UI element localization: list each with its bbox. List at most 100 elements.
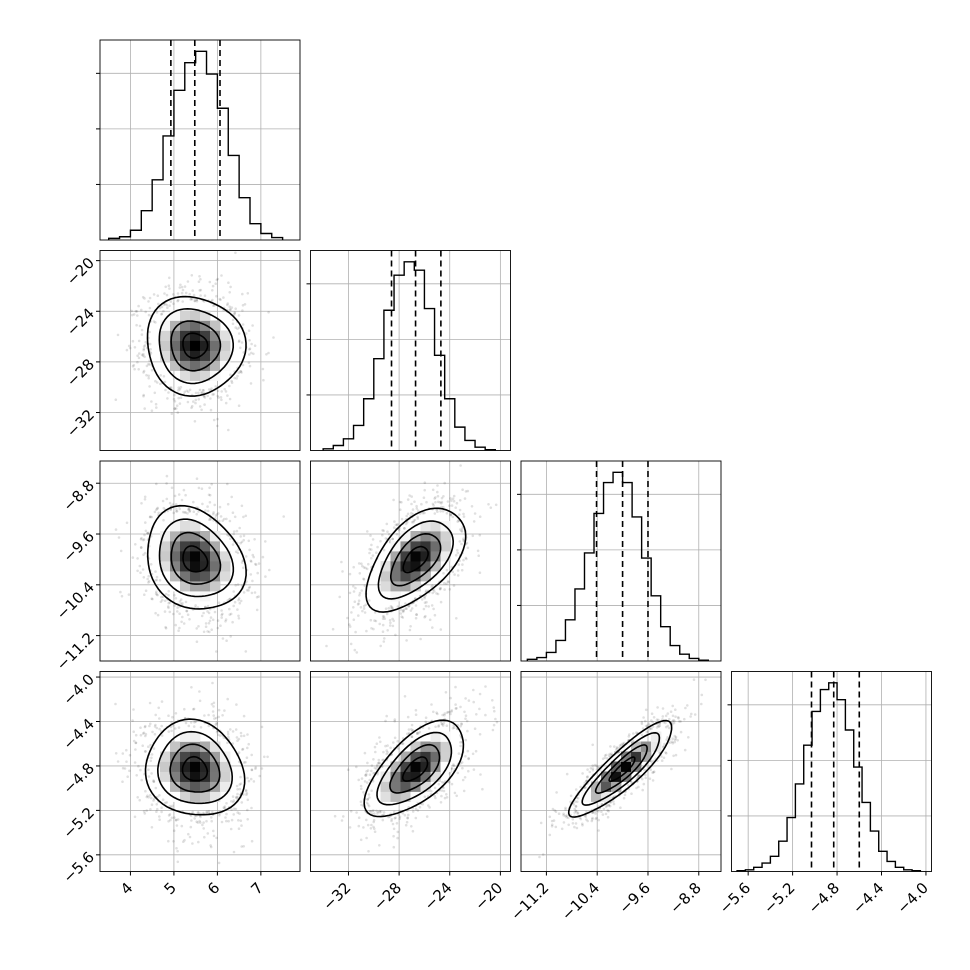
sample-point	[412, 519, 416, 522]
sample-point	[215, 722, 219, 726]
density-panel: −32−28−24−20	[310, 671, 511, 914]
histogram-panel: −5.6 −5.2 −4.8 −4.4 −4.0	[716, 671, 932, 917]
sample-point	[168, 287, 171, 290]
density-contour	[363, 719, 465, 818]
sample-point	[193, 299, 197, 303]
density-cell	[390, 541, 401, 552]
sample-point	[407, 731, 411, 735]
sample-point	[261, 555, 265, 559]
sample-point	[155, 311, 159, 314]
sample-point	[407, 813, 410, 817]
sample-point	[550, 825, 554, 828]
sample-point	[214, 716, 218, 720]
sample-point	[689, 715, 692, 718]
sample-point	[235, 377, 238, 380]
sample-point	[440, 789, 444, 792]
density-cell	[190, 310, 201, 321]
sample-point	[238, 326, 241, 329]
sample-point	[637, 774, 640, 777]
density-cell	[410, 581, 421, 592]
sample-point	[208, 493, 212, 497]
sample-point	[215, 836, 218, 840]
sample-point	[366, 769, 370, 772]
sample-point	[209, 845, 213, 849]
sample-point	[376, 810, 380, 814]
sample-point	[363, 751, 367, 755]
sample-point	[478, 571, 482, 574]
sample-point	[362, 607, 366, 610]
density-cell	[210, 761, 221, 772]
sample-point	[618, 744, 622, 747]
sample-point	[240, 341, 244, 344]
sample-point	[400, 501, 403, 504]
sample-point	[236, 583, 240, 586]
sample-point	[214, 385, 217, 388]
sample-point	[162, 518, 165, 522]
sample-point	[260, 725, 264, 729]
sample-point	[581, 822, 584, 826]
sample-point	[149, 563, 153, 566]
density-cell	[210, 571, 221, 582]
sample-point	[372, 809, 375, 812]
sample-point	[154, 592, 158, 595]
density-cell	[400, 581, 411, 592]
sample-point	[462, 789, 466, 793]
sample-point	[157, 302, 160, 306]
sample-point	[365, 818, 368, 822]
sample-point	[364, 774, 368, 777]
sample-point	[242, 538, 245, 542]
sample-point	[201, 823, 204, 827]
density-cell	[390, 781, 401, 792]
sample-point	[464, 556, 468, 560]
sample-point	[218, 734, 222, 737]
sample-point	[409, 625, 412, 628]
sample-point	[152, 797, 156, 801]
sample-point	[137, 339, 141, 343]
sample-point	[216, 424, 219, 428]
density-cell	[200, 541, 211, 552]
sample-point	[248, 348, 251, 351]
sample-point	[137, 352, 141, 355]
sample-point	[230, 306, 234, 309]
sample-point	[619, 806, 622, 809]
sample-point	[453, 791, 457, 795]
sample-point	[574, 809, 578, 813]
sample-point	[403, 813, 407, 817]
sample-point	[241, 748, 244, 751]
density-cell	[430, 541, 441, 552]
sample-point	[198, 275, 201, 278]
density-cell	[611, 771, 622, 782]
sample-point	[586, 819, 589, 823]
sample-point	[212, 829, 215, 833]
sample-point	[197, 391, 200, 395]
sample-point	[650, 712, 654, 715]
sample-point	[360, 589, 364, 592]
sample-point	[452, 499, 456, 503]
sample-point	[186, 613, 190, 616]
sample-point	[161, 598, 164, 602]
sample-point	[381, 533, 384, 537]
density-contour	[158, 518, 235, 598]
sample-point	[390, 817, 394, 821]
sample-point	[202, 395, 206, 398]
sample-point	[607, 803, 610, 807]
sample-point	[251, 324, 254, 327]
density-contour	[144, 718, 246, 816]
sample-point	[464, 697, 467, 700]
sample-point	[548, 815, 552, 819]
sample-point	[652, 771, 655, 774]
sample-point	[475, 713, 478, 716]
sample-point	[163, 292, 166, 295]
sample-point	[411, 729, 414, 733]
sample-point	[241, 292, 244, 296]
sample-point	[215, 278, 219, 282]
sample-point	[367, 850, 370, 853]
sample-point	[214, 723, 217, 726]
sample-point	[391, 537, 395, 541]
sample-point	[673, 738, 677, 742]
density-cell	[440, 541, 451, 552]
sample-point	[187, 508, 190, 512]
sample-point	[177, 726, 181, 729]
sample-point	[154, 713, 157, 717]
density-cell	[220, 571, 231, 582]
